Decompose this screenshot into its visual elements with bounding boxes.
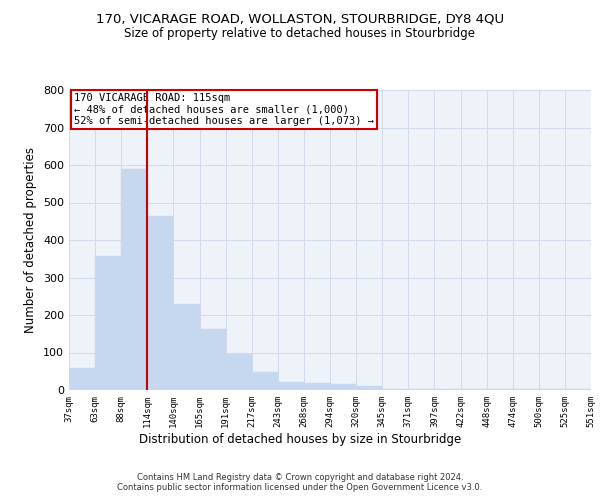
Bar (539, 389, 565, 390)
Bar (304, 383, 330, 390)
Bar (148, 216, 173, 390)
Bar (382, 388, 409, 390)
Text: 170, VICARAGE ROAD, WOLLASTON, STOURBRIDGE, DY8 4QU: 170, VICARAGE ROAD, WOLLASTON, STOURBRID… (96, 12, 504, 26)
Text: Contains HM Land Registry data © Crown copyright and database right 2024.
Contai: Contains HM Land Registry data © Crown c… (118, 472, 482, 492)
Text: Distribution of detached houses by size in Stourbridge: Distribution of detached houses by size … (139, 432, 461, 446)
Bar (434, 388, 461, 390)
Bar (121, 169, 148, 390)
Bar (330, 384, 356, 390)
Bar (252, 372, 278, 390)
Bar (278, 382, 304, 390)
Bar (95, 256, 121, 390)
Bar (226, 354, 252, 390)
Text: Size of property relative to detached houses in Stourbridge: Size of property relative to detached ho… (125, 28, 476, 40)
Bar (69, 368, 95, 390)
Bar (461, 389, 487, 390)
Bar (409, 388, 434, 390)
Y-axis label: Number of detached properties: Number of detached properties (25, 147, 37, 333)
Bar (513, 389, 539, 390)
Bar (173, 304, 199, 390)
Bar (199, 329, 226, 390)
Bar (565, 389, 591, 390)
Bar (487, 389, 513, 390)
Bar (356, 386, 382, 390)
Text: 170 VICARAGE ROAD: 115sqm
← 48% of detached houses are smaller (1,000)
52% of se: 170 VICARAGE ROAD: 115sqm ← 48% of detac… (74, 93, 374, 126)
